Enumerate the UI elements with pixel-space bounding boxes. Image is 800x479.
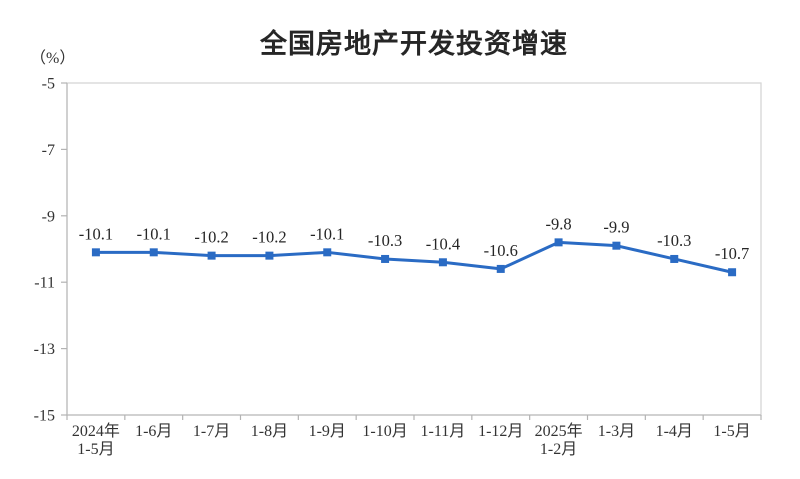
data-point-label: -10.1 [137, 224, 171, 243]
data-point-label: -10.3 [657, 231, 691, 250]
data-point-label: -10.1 [79, 224, 113, 243]
data-point-label: -10.3 [368, 231, 402, 250]
y-tick-label: -15 [34, 408, 55, 425]
data-point-marker [728, 268, 737, 277]
y-tick-label: -5 [42, 76, 55, 93]
x-tick-label: 1-8月 [251, 423, 288, 440]
data-point-label: -10.6 [484, 241, 518, 260]
x-tick-label: 1-12月 [478, 423, 523, 440]
x-tick-label: 1-10月 [362, 423, 407, 440]
data-point-marker [149, 248, 158, 257]
y-tick-label: -11 [34, 275, 55, 292]
x-tick-label: 1-3月 [598, 423, 635, 440]
data-point-marker [91, 248, 100, 257]
x-tick-label: 1-4月 [656, 423, 693, 440]
data-point-label: -10.2 [252, 228, 286, 247]
data-point-label: -9.9 [603, 218, 629, 237]
data-point-label: -10.1 [310, 224, 344, 243]
data-point-label: -10.2 [194, 228, 228, 247]
x-tick-label: 1-9月 [309, 423, 346, 440]
x-tick-label: 1-5月 [77, 441, 114, 458]
series-line [94, 240, 734, 274]
x-tick-label: 1-2月 [540, 441, 577, 458]
x-tick-label: 1-6月 [135, 423, 172, 440]
x-tick-label: 2024年 [72, 422, 120, 440]
x-tick-label: 1-11月 [421, 423, 466, 440]
data-point-marker [265, 251, 274, 260]
data-point-marker [438, 258, 447, 267]
x-tick-label: 1-5月 [713, 423, 750, 440]
data-point-label: -10.7 [715, 244, 749, 263]
chart-title: 全国房地产开发投资增速 [260, 29, 568, 59]
data-point-marker [381, 254, 390, 263]
x-tick-label: 2025年 [535, 422, 583, 440]
data-point-marker [612, 241, 621, 250]
data-point-marker [207, 251, 216, 260]
x-tick-label: 1-7月 [193, 423, 230, 440]
y-tick-label: -13 [34, 341, 55, 358]
data-point-marker [496, 264, 505, 273]
data-point-marker [323, 248, 332, 257]
y-axis-unit-label: （%） [30, 50, 76, 67]
data-point-label: -10.4 [426, 234, 460, 253]
data-point-marker [670, 254, 679, 263]
y-tick-label: -9 [42, 208, 55, 225]
data-point-label: -9.8 [546, 214, 572, 233]
y-tick-label: -7 [42, 142, 55, 159]
data-point-marker [554, 238, 563, 247]
